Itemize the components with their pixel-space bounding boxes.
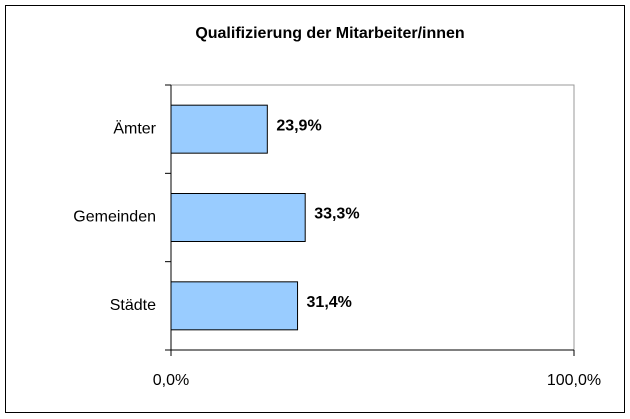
y-tick-label: Städte <box>110 297 156 314</box>
value-label: 31,4% <box>307 294 352 311</box>
value-label: 33,3% <box>314 206 359 223</box>
bar <box>170 281 299 331</box>
y-tick-label: Ämter <box>113 119 156 137</box>
value-label: 23,9% <box>276 117 321 134</box>
bar <box>170 104 268 154</box>
y-tick-label: Gemeinden <box>73 209 156 226</box>
chart-border <box>5 5 625 413</box>
plot-border <box>171 84 575 350</box>
bar <box>170 193 306 242</box>
x-tick-label: 0,0% <box>153 372 189 389</box>
chart-title: Qualifizierung der Mitarbeiter/innen <box>195 25 464 42</box>
x-tick-label: 100,0% <box>547 372 601 389</box>
